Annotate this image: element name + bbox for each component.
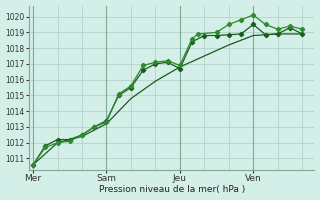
X-axis label: Pression niveau de la mer( hPa ): Pression niveau de la mer( hPa )	[99, 185, 245, 194]
